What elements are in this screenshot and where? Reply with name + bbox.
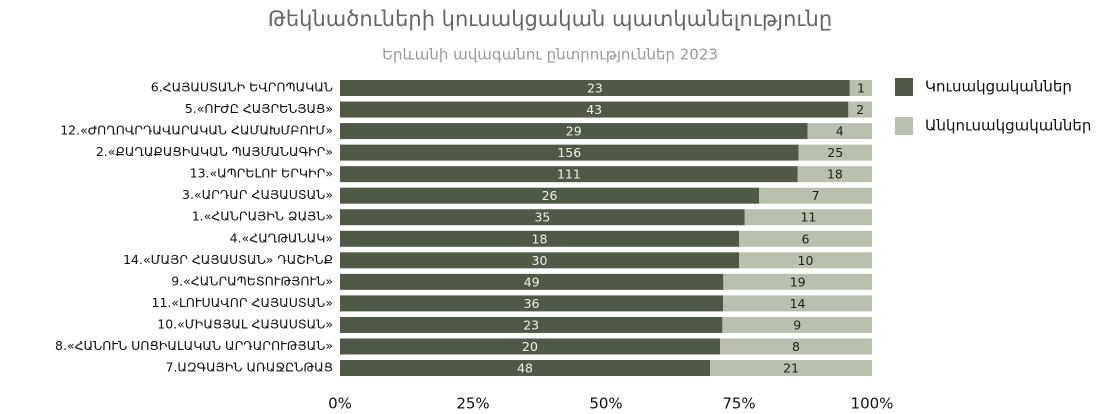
value-label: 18 — [532, 231, 548, 246]
y-tick-label: 2.«ՔԱՂԱՔԱՑԻԱԿԱՆ ՊԱՅՄԱՆԱԳԻՐ» — [96, 144, 333, 159]
x-tick-label: 50% — [589, 395, 622, 413]
legend-label: Անկուսակցականներ — [925, 117, 1091, 135]
y-tick-label: 10.«ՄԻԱՑՅԱԼ ՀԱՅԱՍՏԱՆ» — [157, 316, 333, 331]
value-label: 21 — [783, 361, 799, 376]
y-tick-label: 3.«ԱՐԴԱՐ ՀԱՅԱՍՏԱՆ» — [182, 187, 333, 202]
bar-segment — [848, 101, 872, 118]
bar-segment — [340, 295, 724, 312]
bar-segment — [340, 101, 849, 118]
bar-segment — [739, 252, 872, 269]
bar-segment — [759, 187, 872, 204]
value-label: 20 — [522, 339, 538, 354]
bar-segment — [744, 209, 872, 226]
chart-subtitle: Երևանի ավագանու ընտրություններ 2023 — [382, 46, 718, 64]
y-tick-label: 12.«ԺՈՂՈՎՐԴԱՎԱՐԱԿԱՆ ՀԱՄԱԽՄԲՈՒՄ» — [60, 123, 333, 138]
bar-segment — [722, 316, 872, 333]
y-tick-label: 8.«ՀԱՆՈՒՆ ՍՈՑԻԱԼԱԿԱՆ ԱՐԴԱՐՈՒԹՅԱՆ» — [55, 338, 333, 353]
bar-segment — [340, 166, 798, 183]
bar-segment — [723, 273, 872, 290]
value-label: 30 — [532, 253, 548, 268]
value-label: 26 — [542, 188, 558, 203]
legend-swatch — [895, 78, 913, 96]
value-label: 48 — [517, 361, 533, 376]
value-label: 23 — [587, 81, 603, 96]
bar-segment — [340, 230, 739, 247]
value-label: 11 — [800, 210, 816, 225]
value-label: 1 — [857, 81, 865, 96]
bar-segment — [340, 144, 799, 161]
value-label: 8 — [792, 339, 800, 354]
x-tick-label: 75% — [722, 395, 755, 413]
value-label: 29 — [566, 124, 582, 139]
value-label: 7 — [812, 188, 820, 203]
value-label: 18 — [827, 167, 843, 182]
value-label: 2 — [856, 102, 864, 117]
bar-segment — [807, 123, 872, 140]
value-label: 14 — [790, 296, 806, 311]
value-label: 19 — [790, 274, 806, 289]
value-label: 49 — [524, 274, 540, 289]
bar-segment — [723, 295, 872, 312]
y-tick-label: 6.ՀԱՅԱՍՏԱՆԻ ԵՎՐՈՊԱԿԱՆ — [151, 80, 333, 95]
legend-label: Կուսակցականներ — [925, 78, 1072, 96]
x-tick-label: 0% — [328, 395, 352, 413]
value-label: 43 — [586, 102, 602, 117]
legend-swatch — [895, 117, 913, 135]
value-label: 9 — [793, 317, 801, 332]
bar-segment — [797, 166, 872, 183]
bar-segment — [340, 316, 723, 333]
bar-segment — [720, 338, 872, 355]
x-tick-label: 25% — [456, 395, 489, 413]
value-label: 111 — [557, 167, 581, 182]
bar-segment — [340, 273, 724, 290]
value-label: 10 — [798, 253, 814, 268]
value-label: 156 — [557, 145, 581, 160]
bar-segment — [340, 252, 739, 269]
bar-segment — [798, 144, 872, 161]
bar-segment — [340, 209, 745, 226]
y-tick-label: 11.«ԼՈՒՍԱՎՈՐ ՀԱՅԱՍՏԱՆ» — [152, 295, 334, 310]
y-tick-label: 7.ԱԶԳԱՅԻՆ ԱՌԱՋԸՆԹԱՑ — [166, 360, 334, 375]
y-tick-label: 14.«ՄԱՅՐ ՀԱՅԱՍՏԱՆ» ԴԱՇԻՆՔ — [123, 252, 333, 267]
y-tick-label: 13.«ԱՊՐԵԼՈՒ ԵՐԿԻՐ» — [190, 166, 333, 181]
bar-segment — [710, 360, 872, 377]
x-tick-label: 100% — [851, 395, 894, 413]
y-tick-label: 4.«ՀԱՂԹԱՆԱԿ» — [230, 230, 333, 245]
bar-segment — [340, 360, 711, 377]
chart-title: Թեկնածուների կուսակցական պատկանելություն… — [268, 7, 832, 31]
value-label: 6 — [802, 231, 810, 246]
value-label: 23 — [523, 317, 539, 332]
value-label: 36 — [524, 296, 540, 311]
y-tick-label: 1.«ՀԱՆՐԱՅԻՆ ՁԱՅՆ» — [192, 209, 333, 224]
bar-segment — [340, 123, 808, 140]
bar-segment — [340, 338, 720, 355]
value-label: 25 — [827, 145, 843, 160]
bar-segment — [340, 187, 760, 204]
bar-segment — [739, 230, 872, 247]
y-tick-label: 9.«ՀԱՆՐԱՊԵՏՈՒԹՅՈՒՆ» — [171, 273, 333, 288]
value-label: 35 — [534, 210, 550, 225]
bar-segment — [340, 80, 850, 96]
y-tick-label: 5.«ՈՒԺԸ ՀԱՅՐԵՆՅԱՑ» — [185, 101, 333, 116]
bar-segment — [849, 80, 872, 96]
value-label: 4 — [836, 124, 844, 139]
